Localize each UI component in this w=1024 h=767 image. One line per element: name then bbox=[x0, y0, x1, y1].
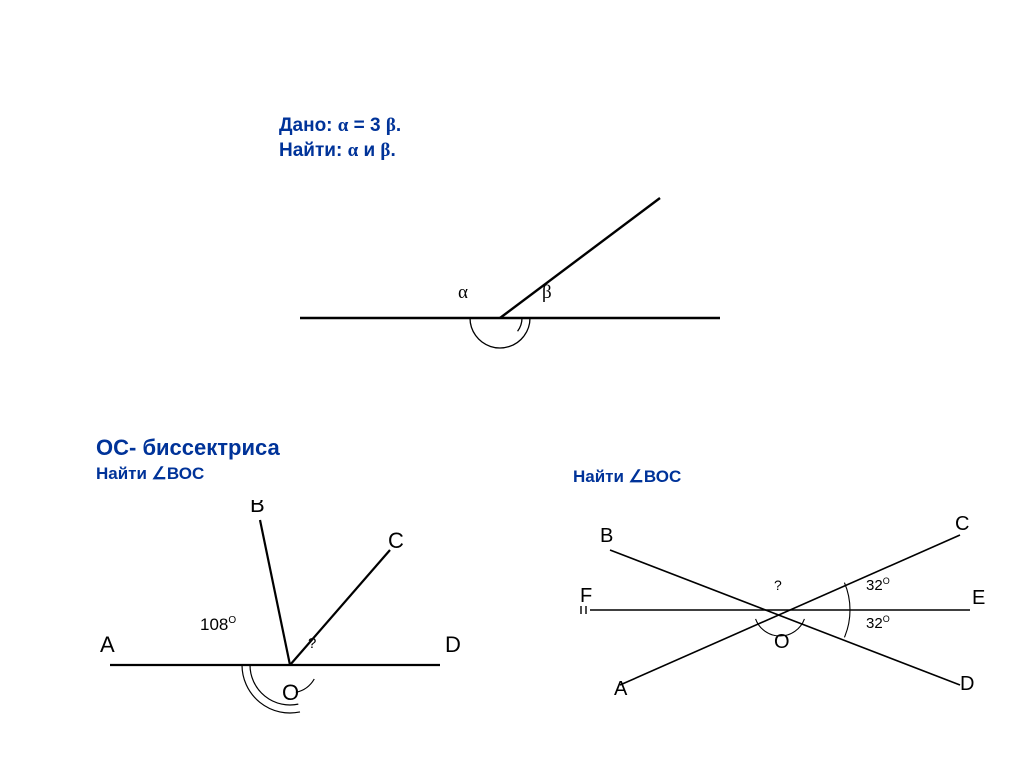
beta: β bbox=[380, 140, 390, 161]
svg-text:32О: 32О bbox=[866, 614, 890, 632]
alpha: α bbox=[348, 140, 359, 161]
txt: . bbox=[390, 140, 395, 161]
svg-text:β: β bbox=[542, 282, 552, 303]
svg-text:?: ? bbox=[308, 635, 316, 652]
txt: Найти: bbox=[279, 140, 348, 161]
svg-text:C: C bbox=[955, 513, 969, 535]
svg-text:?: ? bbox=[774, 577, 782, 593]
txt: и bbox=[358, 140, 380, 161]
problem3-figure: B C F E A D O 32О 32О? bbox=[570, 490, 990, 720]
svg-text:O: O bbox=[282, 680, 299, 705]
svg-text:A: A bbox=[614, 678, 628, 700]
svg-text:D: D bbox=[960, 673, 974, 695]
svg-text:α: α bbox=[458, 282, 468, 303]
problem1-find: Найти: α и β. bbox=[279, 140, 396, 162]
svg-text:32О: 32О bbox=[866, 576, 890, 594]
problem2-figure: A B C D O 108О? bbox=[90, 500, 470, 720]
problem3-heading: Найти ∠ВОС bbox=[573, 467, 681, 487]
svg-text:O: O bbox=[774, 631, 790, 653]
problem2-heading2: Найти ∠ВОС bbox=[96, 464, 204, 484]
svg-text:F: F bbox=[580, 585, 592, 607]
problem1-given: Дано: α = 3 β. bbox=[279, 115, 401, 137]
svg-text:B: B bbox=[600, 525, 613, 547]
page: Дано: α = 3 β. Найти: α и β. αβ ОС- бисс… bbox=[0, 0, 1024, 767]
alpha: α bbox=[338, 115, 349, 136]
txt: = 3 bbox=[348, 115, 386, 136]
svg-text:D: D bbox=[445, 632, 461, 657]
svg-text:C: C bbox=[388, 528, 404, 553]
svg-text:E: E bbox=[972, 587, 985, 609]
svg-text:108О: 108О bbox=[200, 615, 236, 634]
txt: . bbox=[396, 115, 401, 136]
problem1-figure: αβ bbox=[280, 190, 740, 350]
txt: Дано: bbox=[279, 115, 338, 136]
svg-text:A: A bbox=[100, 632, 115, 657]
problem2-heading1: ОС- биссектриса bbox=[96, 435, 280, 461]
beta: β bbox=[386, 115, 396, 136]
svg-text:B: B bbox=[250, 500, 265, 517]
